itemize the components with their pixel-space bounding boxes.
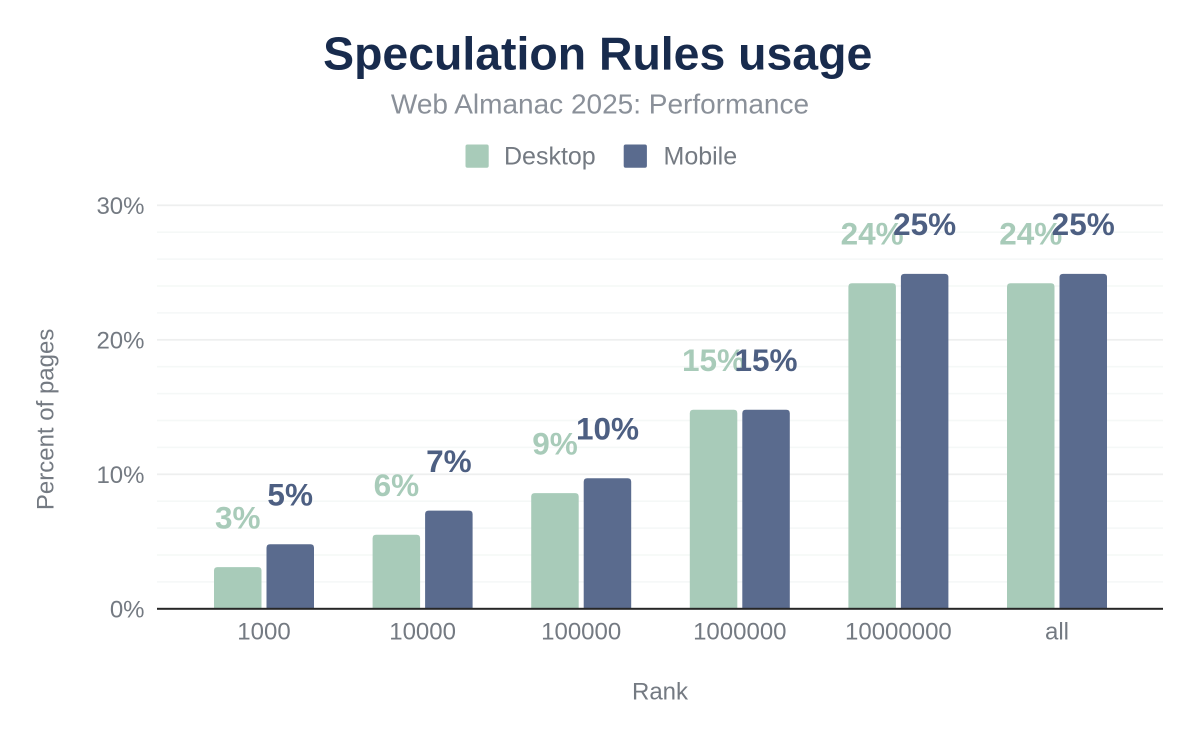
svg-text:100000: 100000 xyxy=(541,619,621,646)
svg-text:30%: 30% xyxy=(96,193,144,220)
svg-text:0%: 0% xyxy=(110,596,145,623)
svg-text:24%: 24% xyxy=(841,216,904,252)
svg-text:Mobile: Mobile xyxy=(664,143,738,171)
svg-text:6%: 6% xyxy=(374,467,420,503)
svg-text:Speculation Rules usage: Speculation Rules usage xyxy=(323,27,872,79)
svg-text:Rank: Rank xyxy=(632,679,689,706)
svg-text:5%: 5% xyxy=(267,476,313,512)
svg-text:Desktop: Desktop xyxy=(504,143,596,171)
svg-text:15%: 15% xyxy=(734,342,797,378)
svg-text:20%: 20% xyxy=(96,327,144,354)
svg-text:24%: 24% xyxy=(999,216,1062,252)
svg-text:1000000: 1000000 xyxy=(693,619,786,646)
svg-text:15%: 15% xyxy=(682,342,745,378)
svg-text:all: all xyxy=(1045,619,1069,646)
svg-text:7%: 7% xyxy=(426,443,472,479)
svg-text:3%: 3% xyxy=(215,499,261,535)
svg-text:10%: 10% xyxy=(96,462,144,489)
svg-text:25%: 25% xyxy=(1052,206,1115,242)
svg-text:9%: 9% xyxy=(532,425,578,461)
svg-text:25%: 25% xyxy=(893,206,956,242)
svg-text:10000000: 10000000 xyxy=(845,619,952,646)
svg-text:10000: 10000 xyxy=(389,619,456,646)
svg-text:Percent of pages: Percent of pages xyxy=(33,329,60,510)
svg-text:10%: 10% xyxy=(576,411,639,447)
svg-text:1000: 1000 xyxy=(237,619,290,646)
svg-text:Web Almanac 2025: Performance: Web Almanac 2025: Performance xyxy=(391,89,809,120)
